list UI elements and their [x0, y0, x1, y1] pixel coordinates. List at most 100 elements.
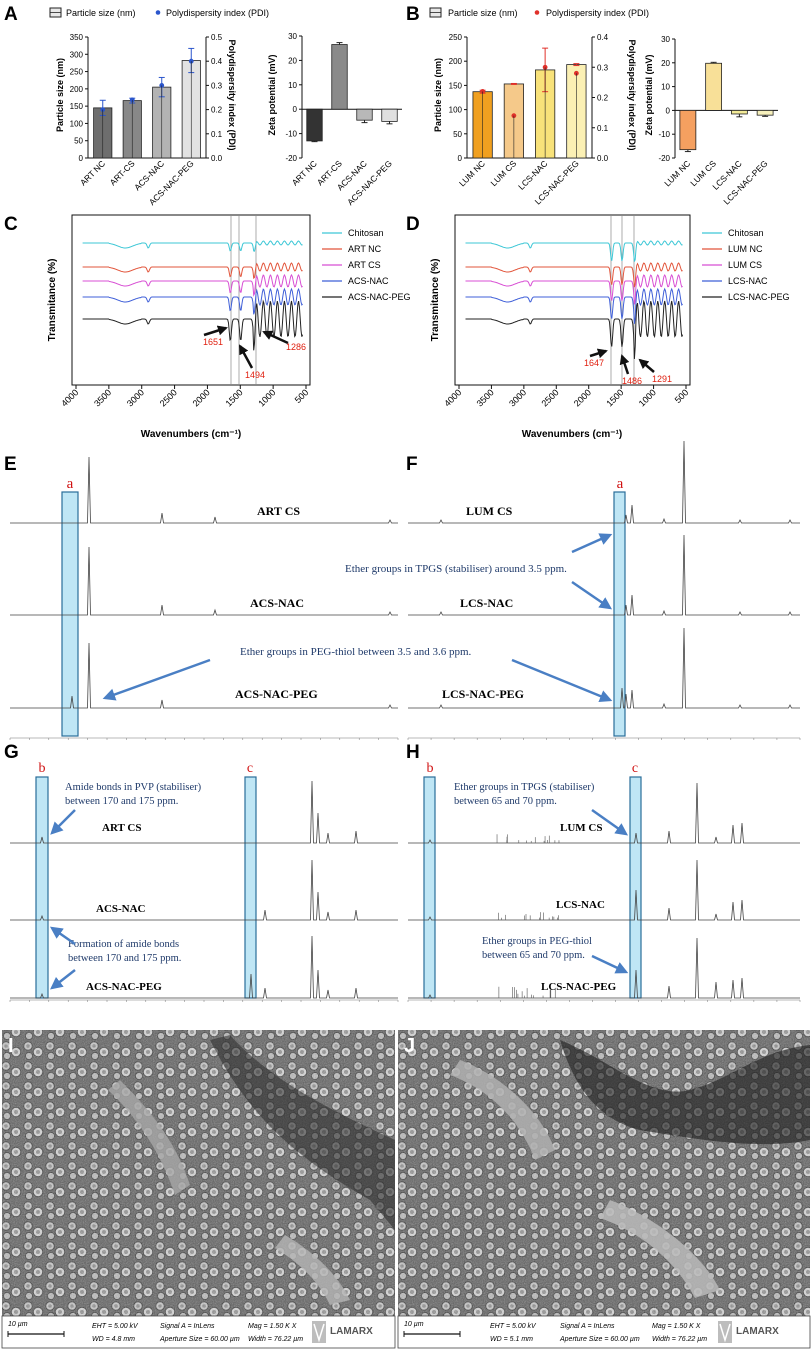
y-axis-label: Particle size (nm): [433, 58, 443, 132]
legend-dot-swatch: [156, 10, 161, 15]
x-tick-label: 1500: [604, 387, 625, 408]
y-tick-label: 250: [70, 68, 84, 77]
y-tick-label: 250: [449, 33, 463, 42]
panel-letter: I: [8, 1035, 14, 1057]
plot-frame: [72, 215, 310, 385]
y-axis-label: Zeta potential (mV): [644, 54, 654, 135]
ppm-axis: [10, 1000, 398, 1002]
annotation-note: Ether groups in PEG-thiol between 3.5 an…: [240, 646, 472, 658]
y-tick-label: 350: [70, 33, 84, 42]
legend: Chitosan LUM NC LUM CS LCS-NAC LCS-NAC-PEG: [702, 228, 790, 302]
annotation-note: Formation of amide bonds: [68, 939, 179, 950]
y-axis-label: Transmitance (%): [430, 259, 441, 342]
logo-text: LAMARX: [330, 1326, 373, 1337]
spectrum-label: LUM CS: [466, 504, 513, 518]
peak-label: 1486: [622, 376, 642, 386]
highlight-box: [630, 777, 641, 998]
panel-letter: C: [4, 214, 18, 235]
y-axis-label: Transmitance (%): [47, 259, 58, 342]
highlight-label: b: [427, 761, 434, 776]
y-tick-label: 150: [70, 102, 84, 111]
x-ticks: 4000 3500 3000 2500 2000 1500 1000 500: [442, 385, 690, 409]
x-tick-label: ART-CS: [108, 158, 137, 187]
spectrum-label: ART CS: [102, 822, 141, 834]
annotation-arrow: [52, 928, 75, 944]
highlight-label: c: [247, 761, 253, 776]
y-tick-label: 30: [288, 32, 297, 41]
x-tick-label: ACS-NAC-PEG: [345, 158, 394, 207]
spectrum-line: [83, 241, 303, 251]
annotation-note: between 170 and 175 ppm.: [65, 796, 178, 807]
y-tick-label: 10: [661, 83, 670, 92]
annotation-note: between 170 and 175 ppm.: [68, 953, 181, 964]
annotation-note: Ether groups in TPGS (stabiliser): [454, 782, 595, 793]
spectrum-line: [466, 241, 683, 262]
x-axis-label: Wavenumbers (cm⁻¹): [141, 429, 241, 440]
annotation-note: Ether groups in TPGS (stabiliser) around…: [345, 563, 567, 575]
x-tick-label: 3000: [125, 387, 146, 408]
highlight-label: a: [617, 476, 624, 492]
ppm-axis: [10, 738, 398, 740]
legend-bar-label: Particle size (nm): [66, 8, 136, 18]
panel-d: D Transmitance (%) 4000 3500 3000 2500 2000 1…: [406, 214, 790, 440]
x-tick-label: 500: [293, 387, 311, 405]
bar: [357, 109, 373, 120]
bar: [757, 110, 773, 115]
peak-arrow: [640, 360, 654, 372]
y2-tick-label: 0.3: [211, 81, 223, 90]
legend-bar-label: Particle size (nm): [448, 8, 518, 18]
eht-text: EHT = 5.00 kV: [92, 1323, 139, 1330]
signal-text: Signal A = InLens: [160, 1323, 215, 1330]
peak-label: 1651: [203, 337, 223, 347]
highlight-label: a: [67, 476, 74, 492]
panel-letter: J: [404, 1035, 415, 1057]
spectrum-label: LCS-NAC: [460, 596, 513, 610]
y2-tick-label: 0.4: [211, 57, 223, 66]
legend-dot-swatch: [535, 10, 540, 15]
y-tick-label: 50: [453, 130, 462, 139]
y-tick-label: -10: [658, 130, 670, 139]
legend-label: ART CS: [348, 260, 381, 270]
scale-label: 10 µm: [404, 1321, 424, 1328]
highlight-label: b: [39, 761, 46, 776]
peak-label: 1494: [245, 370, 265, 380]
annotation-arrow: [572, 535, 610, 552]
size-chart: Particle size (nm) Polydispersity index …: [55, 33, 237, 207]
y-tick-label: 0: [293, 105, 298, 114]
scale-label: 10 µm: [8, 1321, 28, 1328]
y-tick-label: 30: [661, 35, 670, 44]
legend-dot-label: Polydispersity index (PDI): [166, 8, 269, 18]
panel-a: A Particle size (nm) Polydispersity inde…: [4, 4, 402, 207]
y2-tick-label: 0.2: [597, 94, 609, 103]
bar: [332, 45, 348, 110]
x-tick-label: 1500: [223, 387, 244, 408]
panel-f: F a LUM CS LCS-NAC LCS-NAC-PEG Ether gro…: [345, 441, 800, 740]
peak-arrow: [240, 346, 252, 368]
legend-dot-label: Polydispersity index (PDI): [546, 8, 649, 18]
plot-frame: [455, 215, 690, 385]
ppm-axis: [408, 1000, 800, 1002]
mag-text: Mag = 1.50 K X: [652, 1323, 701, 1330]
highlight-box: [424, 777, 435, 998]
y2-tick-label: 0.1: [597, 124, 609, 133]
y2-tick-label: 0.5: [211, 33, 223, 42]
panel-h: H b c LUM CS LCS-NAC LCS-NAC-PEG Ether g…: [406, 742, 800, 1002]
panel-letter: D: [406, 214, 420, 235]
spectra: [10, 781, 398, 998]
annotation-note: between 65 and 70 ppm.: [482, 950, 585, 961]
legend-label: LUM NC: [728, 244, 763, 254]
y-tick-label: 0: [666, 106, 671, 115]
spectrum-label: ACS-NAC: [96, 903, 146, 915]
panel-b: B Particle size (nm) Polydispersity inde…: [406, 4, 778, 206]
mag-text: Mag = 1.50 K X: [248, 1323, 297, 1330]
legend: ChitosanART NCART CSACS-NACACS-NAC-PEG: [322, 228, 411, 302]
annotation-arrow: [512, 660, 610, 700]
peak-label: 1286: [286, 342, 306, 352]
panel-letter: F: [406, 454, 418, 475]
panel-j: J 10 µm EHT = 5.00 kV WD = 5.1 mm Signal…: [398, 1030, 810, 1348]
legend-label: ACS-NAC-PEG: [348, 292, 411, 302]
zeta-chart: Zeta potential (mV) -20-100102030LUM NCL…: [644, 35, 778, 206]
peak-arrow: [622, 356, 628, 374]
spectrum-label: ACS-NAC: [250, 596, 304, 610]
highlight-box: [245, 777, 256, 998]
